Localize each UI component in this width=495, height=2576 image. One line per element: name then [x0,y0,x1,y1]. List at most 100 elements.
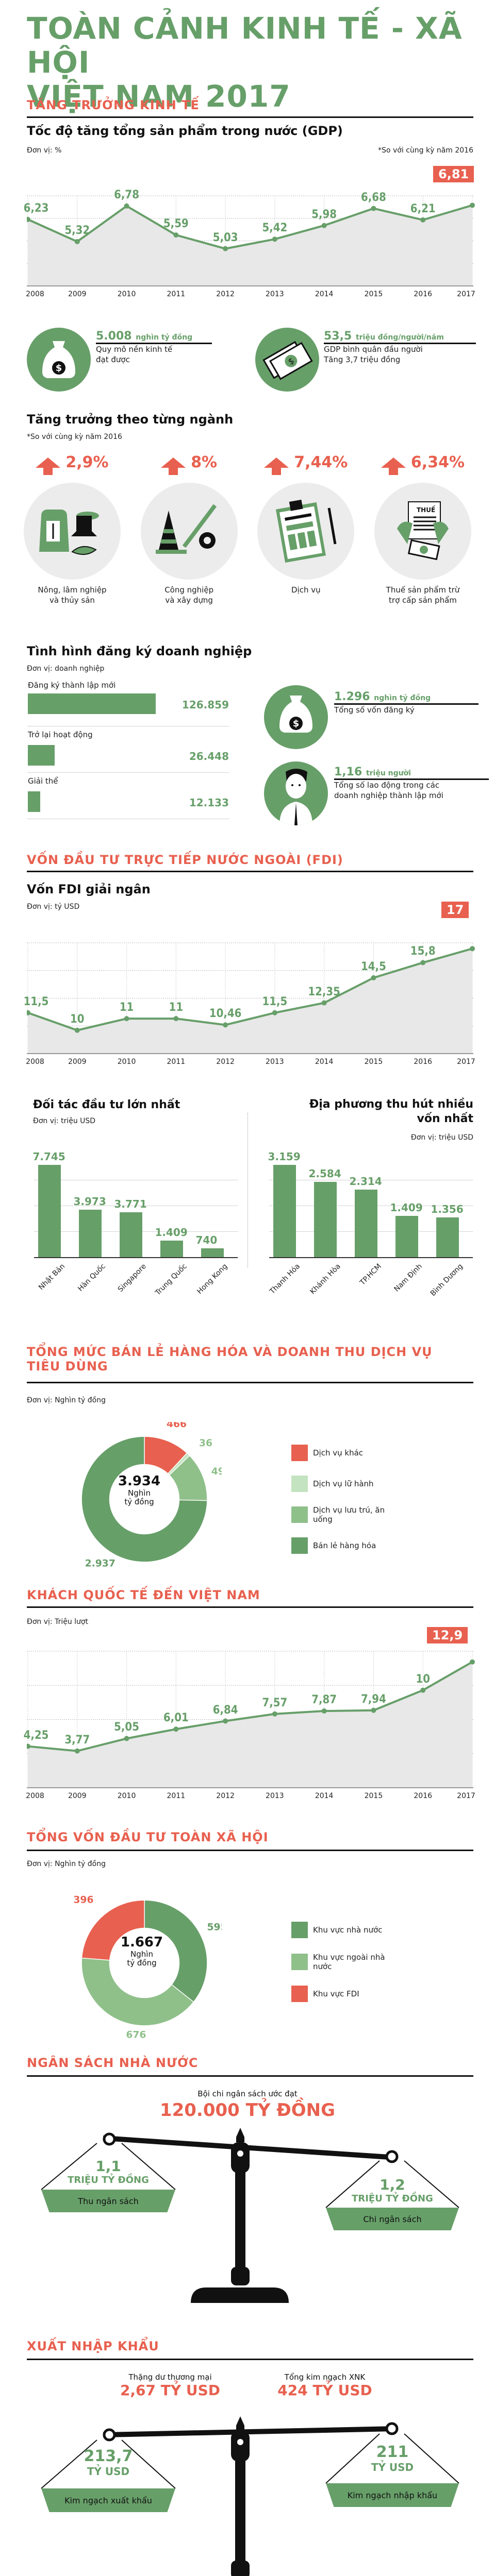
x-axis-year: 2014 [315,1792,334,1800]
money-bag-icon: $ [264,685,328,749]
svg-text:495: 495 [211,1466,222,1477]
svg-text:595: 595 [207,1922,222,1933]
stat-value: 5.008 [96,330,132,343]
bar-value: 740 [195,1233,218,1246]
sector-pct: 2,9% [36,453,109,475]
sector-item-industry: 8% Công nghiệp và xây dựng [138,453,241,629]
partners-bar-chart: 7.745 Nhật Bản 3.973 Hàn Quốc 3.771 Singapore… [33,1150,238,1297]
partners-unit: Đơn vị: triệu USD [33,1117,96,1125]
chart-value-label: 11,5 [23,995,49,1008]
sector-pct-value: 2,9% [65,453,109,471]
legend-swatch [291,1537,308,1554]
bar-value: 3.159 [268,1150,301,1163]
chart-value-label: 10 [416,1672,430,1686]
bar-label: Giải thể [28,776,58,786]
arrow-up-icon [381,457,406,475]
section-title-tourism: KHÁCH QUỐC TẾ ĐẾN VIỆT NAM [27,1588,260,1602]
investment-donut-chart: 595 676 396 1.667 Nghìn tỷ đồng [67,1886,227,2040]
svg-text:THUẾ: THUẾ [417,505,436,514]
section-divider [27,1606,473,1608]
legend-label: Khu vực FDI [313,1989,359,1998]
section-divider [27,2075,473,2077]
chart-value-label: 10 [70,1012,85,1026]
category-label: Bình Dương [428,1262,465,1298]
chart-value-label: 7,94 [361,1692,386,1706]
sector-label: và thủy sản [50,596,95,605]
sector-label: Dịch vụ [291,585,321,595]
bar-value: 126.859 [182,699,229,711]
bar-value: 26.448 [189,750,229,762]
bar [395,1216,418,1257]
chart-value-label: 7,87 [311,1693,337,1707]
scale-value: 1,1 [95,2158,121,2175]
fdi-chart-title: Vốn FDI giải ngân [27,882,151,896]
x-axis-year: 2012 [216,1792,235,1800]
trade-total-value: 424 TỶ USD [277,2382,372,2399]
legend-item: Dịch vụ khác [291,1437,446,1468]
trade-surplus: Thặng dư thương mại 2,67 TỶ USD [108,2372,232,2399]
chart-value-label: 4,25 [23,1728,49,1742]
gdp-line-chart: 6,23 2008 5,32 2009 6,78 2010 5,59 2011 5,03 2012… [24,170,475,309]
gdp-note: *So với cùng kỳ năm 2016 [378,146,473,155]
legend-item: Dịch vụ lưu trú, ăn uống [291,1499,446,1530]
retail-unit: Đơn vị: Nghìn tỷ đồng [27,1396,106,1404]
legend-swatch [291,1476,308,1492]
x-axis-year: 2013 [266,1792,284,1800]
x-axis [34,1257,238,1258]
x-axis-year: 2011 [167,1058,186,1066]
retail-legend: Dịch vụ khác Dịch vụ lữ hành Dịch vụ lưu… [291,1437,446,1561]
legend-swatch [291,1922,308,1938]
bar [38,1165,61,1257]
trade-total-label: Tổng kim ngạch XNK [284,2372,366,2382]
x-axis-year: 2015 [364,1058,383,1066]
donut-total-value: 3.934 [118,1473,161,1489]
section-title-retail: TỔNG MỨC BÁN LẺ HÀNG HÓA VÀ DOANH THU DỊ… [27,1345,473,1374]
donut-total-unit: tỷ đồng [124,1497,154,1506]
category-label: Thanh Hóa [268,1262,302,1296]
chart-value-label: 10,46 [209,1007,242,1021]
gdp-chart-svg [27,195,475,286]
banknotes-icon: $ [255,328,319,392]
x-axis-year: 2010 [117,1058,136,1066]
budget-revenue: 1,1 TRIỆU TỶ ĐỒNG [41,2158,175,2185]
x-axis-year: 2017 [457,290,475,298]
money-bag-icon: $ [27,328,91,392]
stat-unit: nghìn tỷ đồng [136,333,193,342]
x-axis-year: 2010 [117,1792,136,1800]
category-label: TP.HCM [358,1262,383,1287]
legend-item: Bán lẻ hàng hóa [291,1530,446,1561]
arrow-up-icon [264,457,289,475]
agriculture-icon [24,483,121,580]
legend-label: Khu vực nhà nước [313,1925,383,1935]
bar-value: 1.356 [431,1203,464,1216]
legend-swatch [291,1445,308,1461]
x-axis-year: 2009 [68,1792,87,1800]
section-title-fdi: VỐN ĐẦU TƯ TRỰC TIẾP NƯỚC NGOÀI (FDI) [27,853,343,867]
donut-total-unit: tỷ đồng [127,1958,157,1968]
legend-label: Dịch vụ lưu trú, ăn uống [313,1505,385,1524]
stat-desc: Quy mô nền kinh tế [96,345,173,354]
sectors-title: Tăng trưởng theo từng ngành [27,412,234,427]
x-axis-year: 2008 [26,290,44,298]
tax-document-icon: THUẾ [374,483,471,580]
category-label: Nhật Bản [37,1262,67,1292]
sector-item-tax: 6,34% THUẾ Thuế sản phẩm trừ trợ cấp sản… [371,453,474,629]
bar [273,1165,296,1257]
business-unit: Đơn vị: doanh nghiệp [27,665,105,673]
bar [78,1210,102,1257]
stat-economy-size: 5.008 nghìn tỷ đồng Quy mô nền kinh tế đ… [96,330,212,365]
title-line-1: TOÀN CẢNH KINH TẾ - XÃ HỘI [27,11,463,80]
section-divider [27,1382,473,1383]
retail-total: 3.934 Nghìn tỷ đồng [67,1473,211,1506]
sector-item-services: 7,44% Dịch vụ [254,453,357,629]
legend-swatch [291,1986,308,2002]
provinces-bar-chart: 3.159 Thanh Hóa 2.584 Khánh Hòa 2.314 TP.HCM 1… [268,1150,473,1298]
chart-value-label: 5,05 [114,1721,139,1734]
partners-title: Đối tác đầu tư lớn nhất [33,1098,180,1111]
section-title-investment: TỔNG VỐN ĐẦU TƯ TOÀN XÃ HỘI [27,1830,269,1844]
category-label: Hàn Quốc [76,1262,107,1293]
trade-surplus-label: Thặng dư thương mại [128,2372,212,2382]
chart-value-label: 11 [169,1001,184,1014]
sector-pct: 8% [161,453,217,475]
stat-desc: Tổng số lao động trong các [334,781,440,790]
